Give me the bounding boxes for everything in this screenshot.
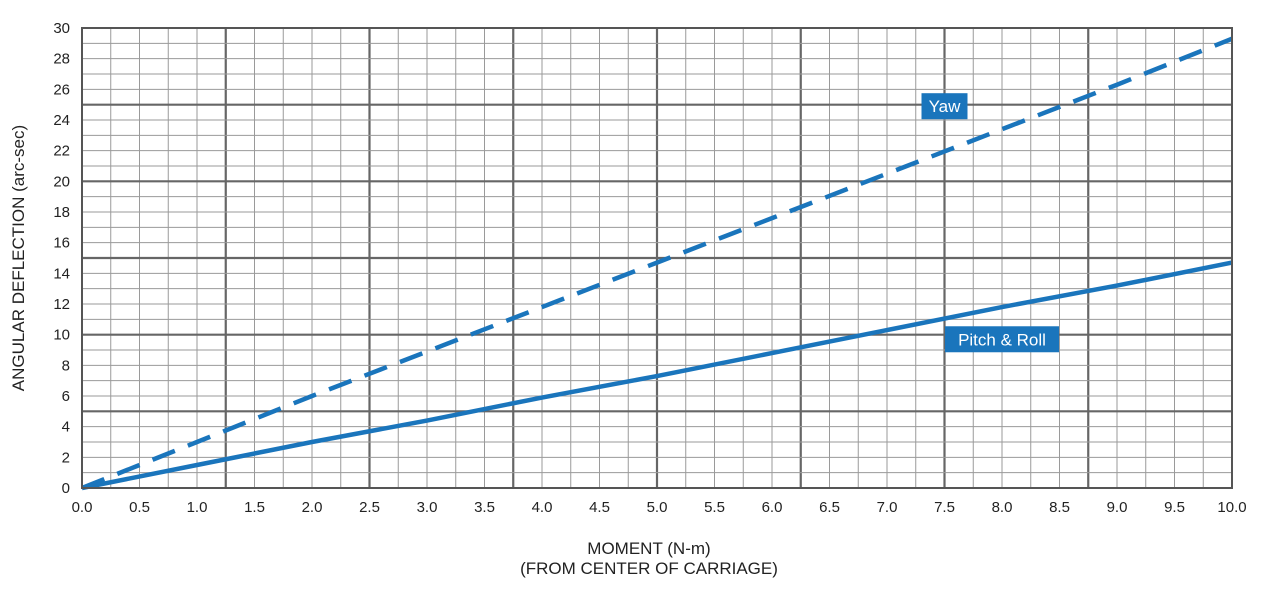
x-tick-label: 3.0 [417,499,438,516]
y-tick-label: 12 [53,296,70,313]
x-tick-label: 10.0 [1217,499,1246,516]
x-tick-label: 4.5 [589,499,610,516]
x-tick-label: 4.0 [532,499,553,516]
series-line-pitch-roll [81,260,1233,491]
x-tick-label: 3.5 [474,499,495,516]
y-tick-label: 20 [53,173,70,190]
y-tick-label: 26 [53,81,70,98]
x-tick-label: 1.5 [244,499,265,516]
x-tick-label: 0.5 [129,499,150,516]
x-tick-label: 2.0 [302,499,323,516]
x-tick-label: 0.0 [72,499,93,516]
x-tick-label: 9.5 [1164,499,1185,516]
series-line-yaw [81,36,1233,491]
grid [82,28,1232,488]
y-tick-label: 10 [53,327,70,344]
x-tick-label: 1.0 [187,499,208,516]
y-tick-label: 8 [62,357,70,374]
x-axis-title: MOMENT (N-m) [587,539,710,558]
x-tick-label: 9.0 [1107,499,1128,516]
y-tick-label: 6 [62,388,70,405]
plot-frame [81,27,1233,489]
series-lines [81,36,1233,491]
x-tick-label: 6.5 [819,499,840,516]
tick-labels: 0.0 0.5 1.0 1.5 2.0 2.5 3.0 3.5 4.0 4.5 5.0 5.5 6.0 6… [53,20,1246,516]
series-label-box [921,93,968,120]
x-tick-label: 8.0 [992,499,1013,516]
y-tick-label: 14 [53,265,70,282]
y-tick-label: 30 [53,20,70,37]
y-axis-title: ANGULAR DEFLECTION (arc-sec) [9,125,28,391]
x-tick-label: 8.5 [1049,499,1070,516]
series-labels: Yaw Pitch & Roll [921,93,1059,353]
x-tick-label: 7.0 [877,499,898,516]
y-tick-label: 28 [53,51,70,68]
y-tick-label: 24 [53,112,70,129]
y-tick-label: 0 [62,480,70,497]
y-tick-label: 18 [53,204,70,221]
x-axis-subtitle: (FROM CENTER OF CARRIAGE) [520,559,778,578]
series-label: Yaw [929,97,962,116]
y-tick-label: 4 [62,419,70,436]
series-label-box [945,326,1059,353]
x-tick-label: 5.5 [704,499,725,516]
series-label: Pitch & Roll [958,330,1046,349]
y-tick-label: 22 [53,143,70,160]
x-tick-label: 7.5 [934,499,955,516]
x-tick-label: 2.5 [359,499,380,516]
x-tick-label: 6.0 [762,499,783,516]
x-tick-label: 5.0 [647,499,668,516]
y-tick-label: 2 [62,449,70,466]
y-tick-label: 16 [53,235,70,252]
